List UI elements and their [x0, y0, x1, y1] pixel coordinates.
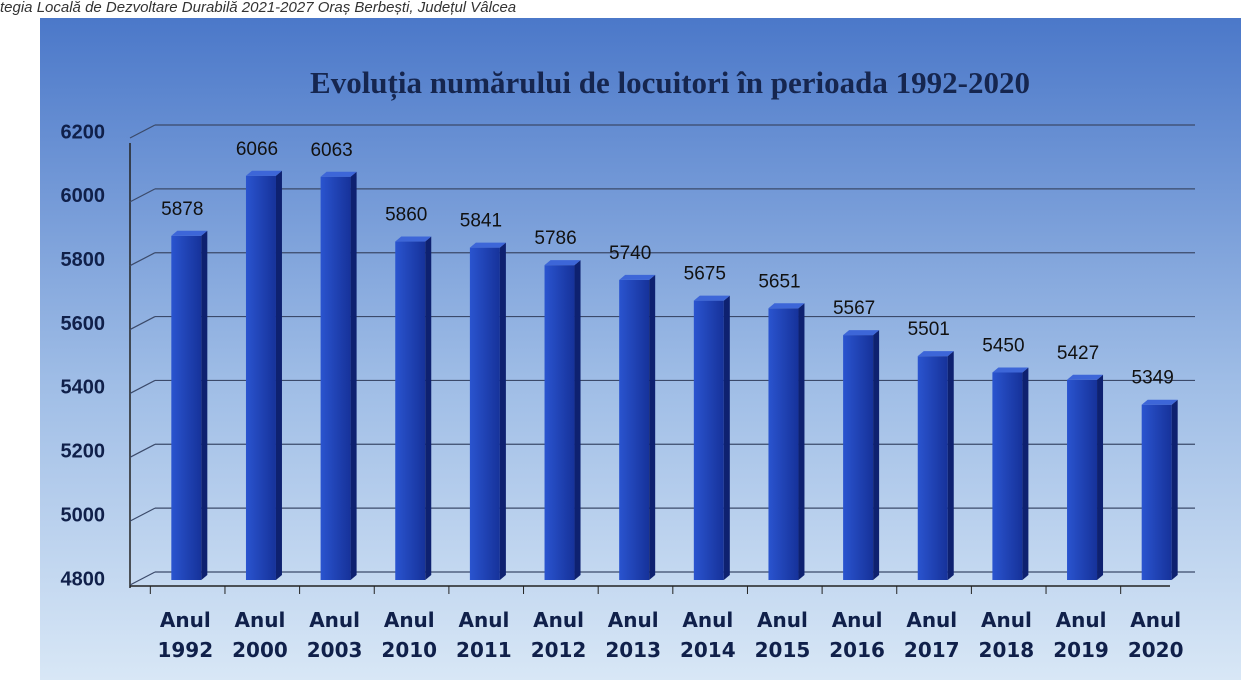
x-tick-label: Anul 2013: [605, 608, 661, 662]
bar-top: [1141, 399, 1178, 405]
y-tick-label: 5400: [61, 377, 106, 399]
data-label: 5878: [161, 199, 203, 220]
grid-line: [129, 443, 156, 458]
data-label: 5740: [609, 243, 651, 264]
bar-side: [1097, 374, 1104, 580]
y-tick-label: 5200: [61, 441, 106, 463]
grid-line: [129, 124, 156, 139]
bar-side: [649, 274, 656, 580]
bar: [1067, 379, 1098, 580]
data-label: 5501: [908, 319, 950, 340]
bar: [245, 175, 276, 580]
data-label: 6063: [310, 140, 352, 161]
bar-top: [992, 367, 1029, 373]
bar-side: [1022, 367, 1029, 580]
bar: [171, 235, 202, 580]
bar-side: [947, 351, 954, 580]
x-tick-label: Anul 2011: [456, 608, 512, 662]
bar-top: [619, 274, 656, 280]
data-label: 5786: [534, 228, 576, 249]
bar-side: [499, 242, 506, 580]
x-tick-label: Anul 2015: [754, 608, 811, 662]
x-tick-label: Anul 2020: [1127, 608, 1184, 662]
bar-top: [171, 230, 208, 236]
header-text: tegia Locală de Dezvoltare Durabilă 2021…: [0, 0, 517, 16]
data-label: 5567: [833, 298, 875, 319]
bar-top: [917, 351, 954, 357]
bar: [992, 372, 1023, 580]
bar-side: [798, 303, 805, 580]
bar: [843, 335, 874, 580]
bar-top: [245, 170, 282, 176]
x-tick-label: Anul 2014: [679, 608, 736, 662]
data-label: 5860: [385, 205, 427, 226]
bar: [619, 279, 650, 580]
bar-top: [395, 236, 432, 242]
x-tick-label: Anul 2012: [530, 608, 587, 662]
grid-line: [129, 507, 156, 522]
chart-title: Evoluția numărului de locuitori în perio…: [310, 65, 1030, 101]
bar-top: [1067, 374, 1104, 380]
bar-side: [1171, 399, 1178, 580]
grid-line: [129, 316, 156, 331]
x-tick-label: Anul 2017: [903, 608, 960, 662]
y-tick-label: 5600: [61, 313, 106, 335]
bar: [469, 247, 500, 580]
grid-line: [129, 188, 156, 203]
bar-side: [574, 260, 581, 580]
grid-line: [129, 571, 156, 586]
x-tick-label: Anul 2019: [1053, 608, 1109, 662]
bar-top: [768, 303, 805, 309]
bar: [693, 300, 724, 580]
bar-side: [873, 330, 880, 580]
data-label: 5675: [684, 264, 726, 285]
bar-side: [350, 171, 357, 581]
grid-line: [129, 252, 156, 267]
y-tick-label: 6200: [61, 121, 106, 143]
bar-top: [320, 171, 357, 177]
y-tick-label: 6000: [61, 185, 106, 207]
bar: [1141, 404, 1172, 580]
bar-side: [275, 170, 282, 580]
data-label: 6066: [236, 139, 278, 160]
x-tick-label: Anul 2018: [978, 608, 1035, 662]
data-label: 5450: [982, 335, 1024, 356]
x-tick-label: Anul 2003: [306, 608, 363, 662]
bar: [395, 241, 426, 581]
bar: [768, 308, 799, 580]
bar: [917, 356, 948, 580]
bar-top: [544, 260, 581, 266]
bar-side: [425, 236, 432, 581]
x-tick-label: Anul 2010: [381, 608, 438, 662]
data-label: 5651: [758, 271, 800, 292]
data-label: 5427: [1057, 343, 1099, 364]
x-tick-label: Anul 2016: [829, 608, 885, 662]
x-tick-label: Anul 2000: [232, 608, 288, 662]
bar-top: [843, 330, 880, 336]
y-tick-label: 5800: [61, 249, 106, 271]
bar-top: [469, 242, 506, 248]
data-label: 5841: [460, 211, 502, 232]
y-tick-label: 4800: [61, 568, 106, 590]
bar: [544, 265, 575, 580]
data-label: 5349: [1132, 368, 1174, 389]
bar-side: [723, 295, 730, 580]
x-tick-label: Anul 1992: [157, 608, 214, 662]
bar-side: [201, 230, 208, 580]
grid-line: [129, 379, 156, 394]
y-tick-label: 5000: [61, 504, 106, 526]
bar: [320, 176, 351, 581]
bar-top: [693, 295, 730, 301]
